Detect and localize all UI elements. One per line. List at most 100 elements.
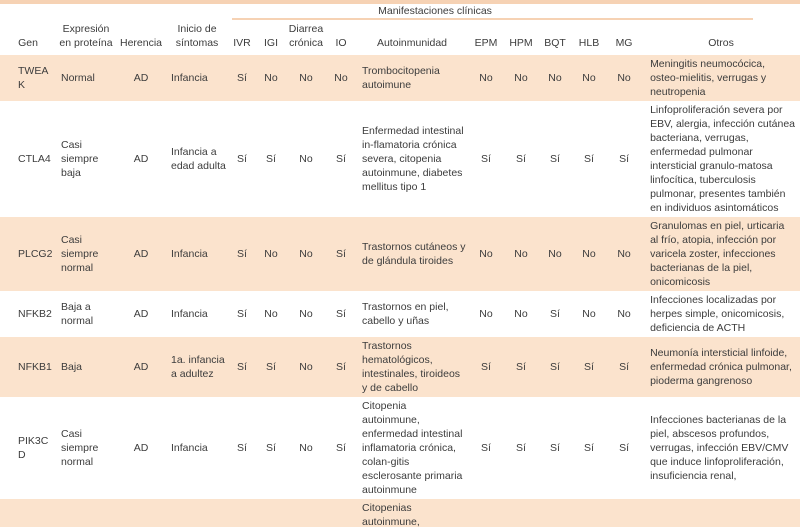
cell-epm: Sí <box>481 153 491 165</box>
cell-ivr: Sí <box>228 499 256 527</box>
cell-inicio-sintomas: Infancia a edad adulta <box>171 146 226 172</box>
cell-io: No <box>334 72 348 84</box>
cell-igi: No <box>256 499 286 527</box>
cell-otros: Linfoproliferación severa por EBV, alerg… <box>650 104 796 214</box>
cell-io: Sí <box>336 153 346 165</box>
cell-otros: Infecciones bacterianas de la piel, absc… <box>650 414 789 482</box>
cell-herencia: AD <box>133 308 149 320</box>
cell-ivr: Sí <box>237 361 247 373</box>
cell-autoinmunidad: Trombocitopenia autoimune <box>362 65 440 91</box>
column-header-bqt: BQT <box>544 37 566 49</box>
cell-otros: Neumonía intersticial linfoide, enfermed… <box>650 347 792 387</box>
cell-herencia: AD <box>133 153 149 165</box>
table-row: NFKB1 Baja AD 1a. infancia a adultez Sí Sí No S… <box>0 337 800 397</box>
cell-hlb: No <box>582 72 596 84</box>
cell-io: Sí <box>336 361 346 373</box>
column-header-io: IO <box>335 37 347 49</box>
cell-bqt: Sí <box>538 499 572 527</box>
cell-herencia: AD <box>133 361 149 373</box>
cell-mg: No <box>617 72 631 84</box>
cell-hlb: No <box>582 308 596 320</box>
cell-inicio-sintomas: Infancia <box>171 72 208 84</box>
table-row: CTLA4 Casi siempre baja AD Infancia a edad … <box>0 101 800 217</box>
cell-diarrea-cronica: No <box>299 248 313 260</box>
table-body: TWEAK Normal AD Infancia Sí No No No Trombocitop… <box>0 55 800 527</box>
cell-igi: Sí <box>266 442 276 454</box>
cell-hlb: No <box>582 248 596 260</box>
top-rule <box>0 0 800 4</box>
cell-diarrea-cronica: No <box>299 442 313 454</box>
cell-hpm: Sí <box>504 499 538 527</box>
cell-otros: Meningitis neumocócica, osteo-mielitis, … <box>650 58 767 98</box>
cell-hpm: No <box>514 72 528 84</box>
cell-bqt: Sí <box>550 442 560 454</box>
cell-ivr: Sí <box>237 72 247 84</box>
cell-autoinmunidad: Trastornos en piel, cabello y uñas <box>362 301 449 327</box>
cell-bqt: No <box>548 72 562 84</box>
cell-bqt: Sí <box>550 361 560 373</box>
cell-io: Sí <box>336 308 346 320</box>
cell-mg: No <box>617 308 631 320</box>
cell-mg: Sí <box>619 361 629 373</box>
cell-hpm: Sí <box>516 153 526 165</box>
cell-expresion-proteina: Casi siempre normal <box>61 428 99 468</box>
cell-inicio-sintomas: Infancia <box>166 499 228 527</box>
cell-otros: Infecciones localizadas por herpes simpl… <box>650 294 785 334</box>
cell-autoinmunidad: Trastornos cutáneos y de glándula tiroid… <box>362 241 466 267</box>
cell-mg: Sí <box>619 442 629 454</box>
column-header-herencia: Herencia <box>119 37 163 49</box>
cell-igi: Sí <box>266 361 276 373</box>
clinical-manifestations-underline <box>232 18 753 20</box>
table-row: TWEAK Normal AD Infancia Sí No No No Trombocitop… <box>0 55 800 101</box>
cell-gen: CTLA4 <box>18 153 51 165</box>
cell-ivr: Sí <box>237 442 247 454</box>
cell-hlb: Sí <box>584 153 594 165</box>
column-header-autoinmunidad: Autoinmunidad <box>376 37 448 49</box>
column-header-epm: EPM <box>474 37 498 49</box>
cell-hpm: Sí <box>516 361 526 373</box>
column-header-diarrea-cronica: Diarrea crónica <box>288 23 324 49</box>
cell-gen: PIK3R1 <box>0 499 56 527</box>
cell-diarrea-cronica: No <box>286 499 326 527</box>
cell-epm: No <box>479 72 493 84</box>
column-header-otros: Otros <box>708 37 734 49</box>
cell-mg: No <box>617 248 631 260</box>
cell-expresion-proteina: Baja <box>61 361 83 373</box>
cell-otros: Granulomas en piel, urticaria al frío, a… <box>650 220 785 288</box>
column-header-inicio-sintomas: Inicio de síntomas <box>175 23 219 49</box>
cell-herencia: AD <box>133 442 149 454</box>
cell-io: Sí <box>326 499 356 527</box>
cell-epm: Sí* <box>468 499 504 527</box>
cell-bqt: Sí <box>550 308 560 320</box>
cell-herencia: AD <box>116 499 166 527</box>
column-header-hlb: HLB <box>578 37 600 49</box>
cell-mg: Sí <box>619 153 629 165</box>
cell-autoinmunidad: Enfermedad intestinal in-flamatoria crón… <box>362 125 464 193</box>
cell-igi: Sí <box>266 153 276 165</box>
cell-bqt: No <box>548 248 562 260</box>
cell-gen: TWEAK <box>18 65 49 91</box>
cell-gen: PIK3CD <box>18 435 49 461</box>
cell-epm: No <box>479 308 493 320</box>
cell-hpm: Sí <box>516 442 526 454</box>
cell-bqt: Sí <box>550 153 560 165</box>
cell-io: Sí <box>336 442 346 454</box>
cell-diarrea-cronica: No <box>299 72 313 84</box>
cell-expresion-proteina: Baja a normal <box>61 301 94 327</box>
cell-ivr: Sí <box>237 308 247 320</box>
cell-expresion-proteina: Normal <box>61 72 95 84</box>
cell-diarrea-cronica: No <box>299 153 313 165</box>
column-header-ivr: IVR <box>233 37 251 49</box>
cell-autoinmunidad: Trastornos hematológicos, intestinales, … <box>362 340 461 394</box>
column-header-mg: MG <box>615 37 633 49</box>
cell-igi: No <box>264 248 278 260</box>
cell-ivr: Sí <box>237 248 247 260</box>
cell-hlb: Sí <box>572 499 606 527</box>
group-header-clinical-manifestations: Manifestaciones clínicas <box>378 5 492 17</box>
cell-diarrea-cronica: No <box>299 308 313 320</box>
cell-herencia: AD <box>133 248 149 260</box>
gene-clinical-table: Manifestaciones clínicas Gen Expresión en… <box>0 4 800 527</box>
cell-gen: PLCG2 <box>18 248 53 260</box>
cell-epm: No <box>479 248 493 260</box>
